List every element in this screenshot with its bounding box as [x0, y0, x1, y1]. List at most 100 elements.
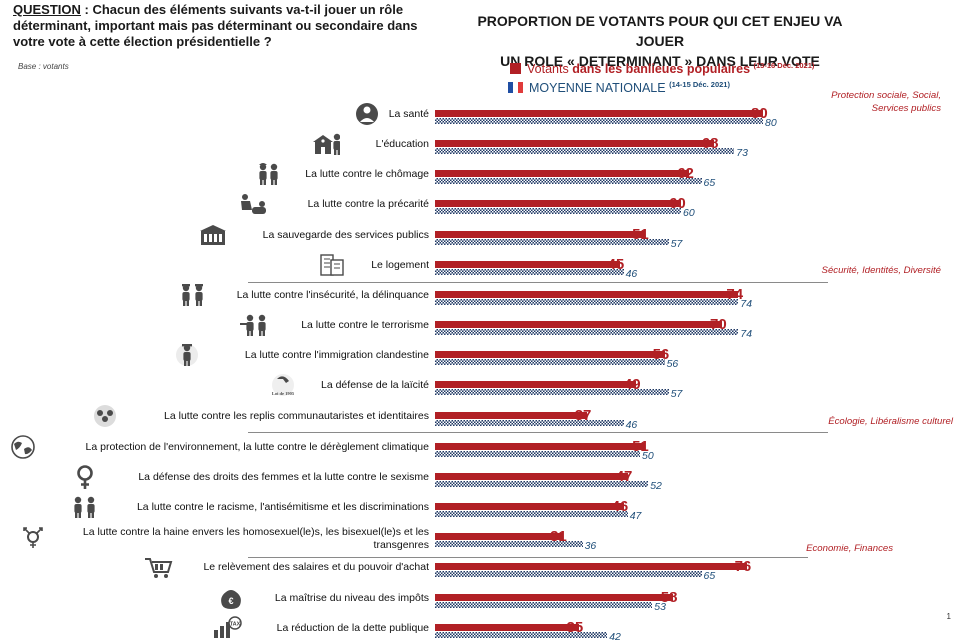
chart-title-line2: UN ROLE « DETERMINANT » DANS LEUR VOTE — [500, 53, 820, 69]
value-label-moyenne-nationale: 46 — [625, 419, 638, 431]
chart-title-line1: PROPORTION DE VOTANTS POUR QUI CET ENJEU… — [477, 13, 843, 49]
bar-moyenne-nationale — [435, 208, 681, 214]
legend-swatch-red — [510, 63, 521, 75]
value-label-banlieues: 51 — [632, 226, 649, 243]
bar-banlieues — [435, 321, 722, 328]
legend-series1-date: (13-16 Déc. 2021) — [753, 61, 815, 70]
row-label: La sauvegarde des services publics — [262, 229, 429, 241]
soldier-icon — [240, 314, 266, 336]
value-label-banlieues: 60 — [669, 195, 686, 212]
bar-moyenne-nationale — [435, 118, 763, 124]
bar-moyenne-nationale — [435, 389, 669, 395]
value-label-moyenne-nationale: 56 — [666, 358, 679, 370]
bar-banlieues — [435, 503, 624, 510]
category-ecologie: Écologie, Libéralisme culturel — [828, 416, 953, 427]
bar-banlieues — [435, 594, 673, 601]
question-label: QUESTION — [13, 2, 81, 17]
bar-banlieues — [435, 381, 636, 388]
bar-moyenne-nationale — [435, 148, 735, 154]
page-number: 1 — [946, 612, 951, 621]
bar-banlieues — [435, 412, 587, 419]
row-label: La lutte contre l'insécurité, la délinqu… — [236, 289, 429, 301]
category-social: Protection sociale, Social, Services publ… — [831, 90, 941, 114]
bar-moyenne-nationale — [435, 269, 624, 275]
value-label-banlieues: 31 — [550, 528, 567, 545]
bar-banlieues — [435, 443, 645, 450]
legend-series2-label: MOYENNE NATIONALE — [529, 81, 666, 96]
row-label: La défense de la laïcité — [321, 379, 429, 391]
shopping-cart-icon — [145, 558, 173, 578]
value-label-moyenne-nationale: 36 — [584, 540, 597, 552]
value-label-banlieues: 80 — [751, 105, 768, 122]
question-body: : Chacun des éléments suivants va-t-il j… — [13, 2, 418, 49]
value-label-banlieues: 68 — [701, 135, 719, 152]
svg-text:Loi de 1905: Loi de 1905 — [272, 391, 295, 396]
row-label: Le relèvement des salaires et du pouvoir… — [203, 561, 429, 573]
bar-banlieues — [435, 110, 763, 117]
category-economie: Economie, Finances — [806, 543, 893, 554]
bar-moyenne-nationale — [435, 359, 665, 365]
bar-moyenne-nationale — [435, 239, 669, 245]
worker-icon — [259, 163, 278, 185]
value-label-banlieues: 56 — [652, 346, 670, 363]
category-securite: Sécurité, Identités, Diversité — [821, 265, 941, 276]
bar-moyenne-nationale — [435, 571, 702, 577]
french-flag-icon — [508, 82, 523, 94]
value-label-banlieues: 35 — [566, 619, 584, 636]
group-divider-2 — [248, 432, 828, 433]
doctor-icon — [356, 103, 378, 125]
value-label-banlieues: 70 — [710, 316, 727, 333]
bar-banlieues — [435, 473, 628, 480]
tax-chart-icon: TAX — [214, 616, 242, 638]
legend-series2-date: (14-15 Déc. 2021) — [669, 80, 730, 89]
school-icon — [313, 133, 340, 155]
row-label: La réduction de la dette publique — [276, 622, 429, 634]
base-note: Base : votants — [18, 62, 69, 71]
value-label-banlieues: 47 — [615, 468, 633, 485]
secularism-law-icon: Loi de 1905 — [272, 374, 295, 396]
value-label-banlieues: 51 — [632, 438, 649, 455]
legend-series2: MOYENNE NATIONALE (14-15 Déc. 2021) — [508, 80, 730, 95]
bar-moyenne-nationale — [435, 632, 608, 638]
bar-banlieues — [435, 351, 665, 358]
value-label-moyenne-nationale: 46 — [625, 268, 638, 280]
bar-moyenne-nationale — [435, 329, 739, 335]
bar-moyenne-nationale — [435, 541, 583, 547]
people-diversity-icon — [74, 496, 95, 518]
value-label-moyenne-nationale: 65 — [703, 177, 716, 189]
bar-banlieues — [435, 200, 681, 207]
bar-banlieues — [435, 624, 579, 631]
apartment-icon — [320, 254, 344, 276]
bar-banlieues — [435, 563, 747, 570]
chart-title: PROPORTION DE VOTANTS POUR QUI CET ENJEU… — [455, 11, 865, 71]
svg-text:€: € — [228, 596, 233, 606]
legend-series1: Votants dans les banlieues populaires (1… — [510, 61, 814, 76]
value-label-moyenne-nationale: 52 — [650, 480, 662, 492]
value-label-banlieues: 49 — [623, 376, 641, 393]
value-label-moyenne-nationale: 65 — [703, 570, 716, 582]
bar-moyenne-nationale — [435, 451, 640, 457]
bar-banlieues — [435, 170, 690, 177]
row-label: La maîtrise du niveau des impôts — [274, 592, 429, 604]
value-label-banlieues: 74 — [726, 286, 744, 303]
border-guard-icon — [176, 344, 198, 366]
svg-text:TAX: TAX — [230, 622, 241, 628]
globe-icon — [11, 435, 35, 459]
value-label-banlieues: 37 — [574, 407, 592, 424]
value-label-banlieues: 76 — [734, 558, 752, 575]
row-label: La santé — [388, 108, 429, 120]
value-label-moyenne-nationale: 57 — [670, 388, 683, 400]
value-label-moyenne-nationale: 73 — [736, 147, 748, 159]
group-divider-1 — [248, 282, 828, 283]
money-bag-icon: € — [221, 590, 241, 609]
row-label: La lutte contre le chômage — [305, 168, 429, 180]
female-symbol-icon — [77, 465, 93, 489]
bar-moyenne-nationale — [435, 511, 628, 517]
police-icon — [182, 284, 203, 306]
question-text: QUESTION : Chacun des éléments suivants … — [13, 2, 443, 50]
value-label-moyenne-nationale: 74 — [740, 328, 753, 340]
row-label: La lutte contre l'immigration clandestin… — [244, 349, 429, 361]
bar-banlieues — [435, 140, 714, 147]
bar-moyenne-nationale — [435, 481, 649, 487]
value-label-banlieues: 45 — [607, 256, 625, 273]
